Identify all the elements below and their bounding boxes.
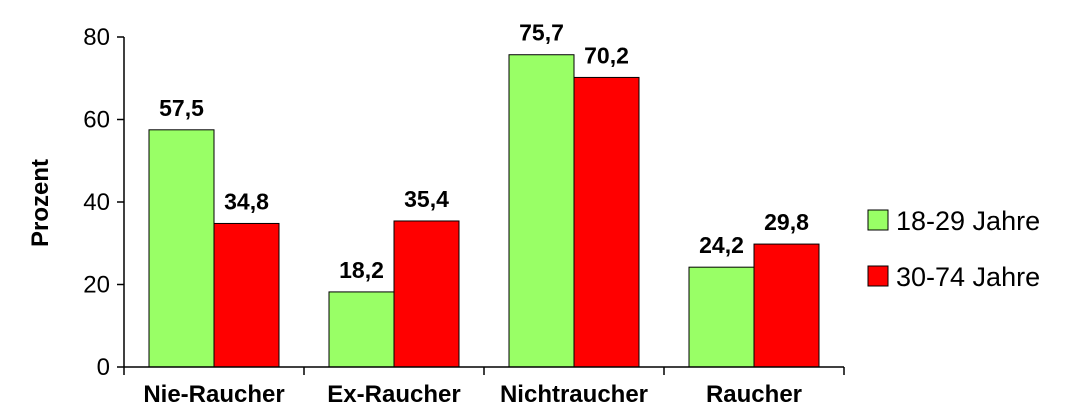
category-label: Ex-Raucher bbox=[327, 381, 460, 408]
category-label: Raucher bbox=[706, 381, 802, 408]
bar-series-1 bbox=[508, 54, 575, 368]
legend-swatch bbox=[867, 265, 889, 287]
bar-series-2 bbox=[573, 76, 640, 368]
y-tick-label: 80 bbox=[83, 24, 110, 51]
bar-series-2 bbox=[753, 243, 820, 368]
y-tick-label: 0 bbox=[97, 354, 110, 381]
legend-label: 30-74 Jahre bbox=[896, 262, 1040, 292]
category-label: Nie-Raucher bbox=[143, 381, 284, 408]
x-axis: Nie-Raucher Ex-Raucher Nichtraucher Raucher bbox=[123, 366, 845, 408]
data-label: 24,2 bbox=[699, 232, 744, 258]
category-label: Nichtraucher bbox=[500, 381, 648, 408]
y-axis: 0 20 40 60 80 bbox=[83, 24, 125, 381]
data-label: 29,8 bbox=[764, 209, 809, 235]
data-labels: 57,5 34,8 18,2 35,4 75,7 70,2 24,2 29,8 bbox=[159, 20, 809, 283]
legend: 18-29 Jahre 30-74 Jahre bbox=[867, 206, 1040, 292]
y-tick-label: 60 bbox=[83, 107, 110, 134]
bar-series-2 bbox=[213, 222, 280, 368]
bar-series-1 bbox=[688, 266, 755, 368]
y-tick-label: 20 bbox=[83, 272, 110, 299]
y-tick-label: 40 bbox=[83, 189, 110, 216]
legend-label: 18-29 Jahre bbox=[896, 206, 1040, 236]
bar-series-1 bbox=[148, 129, 215, 368]
legend-swatch bbox=[867, 209, 889, 231]
data-label: 35,4 bbox=[404, 186, 449, 212]
data-label: 70,2 bbox=[584, 42, 629, 68]
data-label: 18,2 bbox=[339, 257, 384, 283]
data-label: 57,5 bbox=[159, 95, 204, 121]
data-label: 75,7 bbox=[519, 20, 564, 46]
bar-series-2 bbox=[393, 220, 460, 368]
bars bbox=[148, 54, 820, 368]
y-axis-title: Prozent bbox=[27, 159, 54, 247]
bar-series-1 bbox=[328, 291, 395, 368]
data-label: 34,8 bbox=[224, 188, 269, 214]
